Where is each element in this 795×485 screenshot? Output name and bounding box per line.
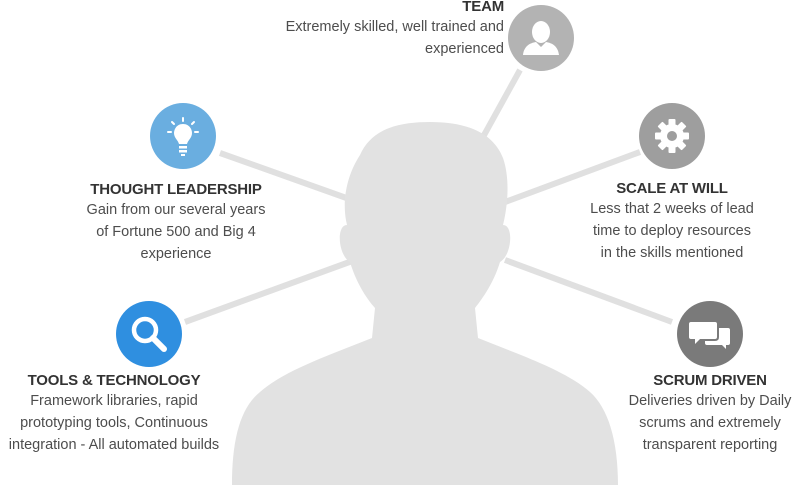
person-icon xyxy=(523,21,559,55)
scale-at-will-title: SCALE AT WILL xyxy=(616,180,728,197)
connector-tools-technology xyxy=(183,257,357,325)
chat-bubbles-icon xyxy=(689,322,730,349)
connector-team xyxy=(480,68,523,139)
thought-leadership-description-line-3: experience xyxy=(140,246,212,262)
person-silhouette xyxy=(232,122,618,485)
scrum-driven-title: SCRUM DRIVEN xyxy=(653,372,767,389)
search-icon xyxy=(131,316,167,352)
connector-thought-leadership xyxy=(218,150,354,203)
tools-technology-icon-circle xyxy=(116,301,182,367)
tools-technology-description-line-1: Framework libraries, rapid xyxy=(30,393,198,409)
thought-leadership-block: THOUGHT LEADERSHIP Gain from our several… xyxy=(66,181,286,265)
scale-at-will-description-line-1: Less that 2 weeks of lead xyxy=(590,201,754,217)
scrum-driven-description-line-2: scrums and extremely xyxy=(639,415,781,431)
scale-at-will-description-line-3: in the skills mentioned xyxy=(600,245,744,261)
scrum-driven-block: SCRUM DRIVEN Deliveries driven by Daily … xyxy=(612,372,795,456)
team-description-line-1: Extremely skilled, well trained and xyxy=(285,19,504,35)
thought-leadership-description-line-1: Gain from our several years xyxy=(86,202,266,218)
scale-at-will-block: SCALE AT WILL Less that 2 weeks of lead … xyxy=(567,180,777,264)
tools-technology-description-line-3: integration - All automated builds xyxy=(8,437,220,453)
scrum-driven-description-line-3: transparent reporting xyxy=(642,437,778,453)
team-icon-circle xyxy=(508,5,574,71)
thought-leadership-description-line-2: of Fortune 500 and Big 4 xyxy=(96,224,256,240)
scale-at-will-description-line-2: time to deploy resources xyxy=(593,223,751,239)
thought-leadership-title: THOUGHT LEADERSHIP xyxy=(90,181,262,198)
scale-at-will-icon-circle xyxy=(639,103,705,169)
tools-technology-title: TOOLS & TECHNOLOGY xyxy=(27,372,201,389)
team-title: TEAM xyxy=(462,0,504,15)
tools-technology-block: TOOLS & TECHNOLOGY Framework libraries, … xyxy=(0,372,228,456)
connector-scrum-driven xyxy=(503,257,674,325)
team-description-line-2: experienced xyxy=(425,41,504,57)
tools-technology-description-line-2: prototyping tools, Continuous xyxy=(20,415,208,431)
gear-icon xyxy=(655,119,689,153)
connector-scale-at-will xyxy=(503,149,642,205)
team-block: TEAM Extremely skilled, well trained and… xyxy=(258,0,505,60)
lightbulb-icon xyxy=(167,117,199,156)
scrum-driven-description-line-1: Deliveries driven by Daily xyxy=(628,393,792,409)
thought-leadership-icon-circle xyxy=(150,103,216,169)
scrum-driven-icon-circle xyxy=(677,301,743,367)
